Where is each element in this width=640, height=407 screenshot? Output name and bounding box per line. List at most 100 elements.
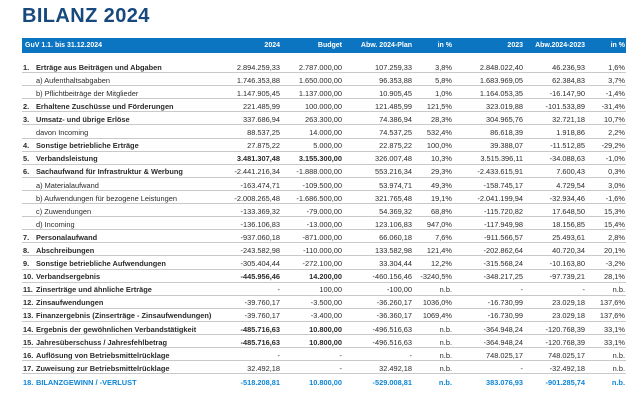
cell-abw-prev-year: 17.648,50 (552, 206, 585, 216)
cell-abw-plan: -496.516,63 (372, 337, 412, 347)
row-label: Verbandsergebnis (36, 272, 101, 282)
cell-abw-plan: 553.216,34 (375, 167, 412, 177)
row-label: Abschreibungen (36, 246, 95, 255)
cell-pct-plan: 10,3% (431, 154, 452, 164)
cell-abw-prev-year: - (582, 285, 585, 295)
cell-2024: -133.369,32 (240, 206, 280, 216)
table-row: davon Incoming 88.537,25 14.000,00 74.537,… (22, 125, 626, 139)
row-number (22, 215, 36, 216)
row-label: Zuweisung zur Betriebsmittelrücklage (36, 363, 170, 373)
cell-abw-plan: 96.353,88 (379, 75, 412, 85)
cell-abw-prev-year: -32.934,46 (549, 193, 585, 203)
cell-budget: -1.686.500,00 (296, 193, 342, 203)
table-row: 3. Umsatz- und übrige Erlöse 337.686,94 2… (22, 112, 626, 126)
cell-pct-prev-year: 28,1% (604, 272, 625, 282)
cell-pct-plan: 49,3% (431, 180, 452, 190)
cell-pct-prev-year: -3,2% (605, 259, 625, 269)
cell-pct-plan: n.b. (439, 363, 452, 373)
row-label: c) Zuwendungen (36, 206, 92, 216)
cell-abw-plan: 66.060,18 (379, 232, 412, 242)
cell-abw-prev-year: 25.493,61 (552, 232, 585, 242)
row-label: davon Incoming (36, 128, 89, 138)
row-number: 1. (23, 62, 30, 72)
cell-pct-plan: 12,2% (431, 259, 452, 269)
cell-2023: 748.025,17 (486, 350, 523, 360)
cell-2024: -2.008.265,48 (234, 193, 280, 203)
table-row: a) Aufenthaltsabgaben 1.746.353,88 1.650.… (22, 73, 626, 87)
cell-pct-plan: 29,3% (431, 167, 452, 177)
cell-2024: -485.716,63 (240, 337, 280, 347)
row-label: Sonstige betriebliche Erträge (36, 141, 139, 151)
cell-2024: - (277, 285, 280, 295)
table-row: 18. BILANZGEWINN / -VERLUST -518.208,81 1… (22, 374, 626, 387)
cell-abw-plan: 10.905,45 (379, 88, 412, 98)
cell-2024: 337.686,94 (243, 115, 280, 125)
row-number: 13. (23, 311, 34, 321)
cell-pct-prev-year: 20,1% (604, 246, 625, 255)
cell-abw-prev-year: 748.025,17 (548, 350, 585, 360)
table-row: 16. Auflösung von Betriebsmittelrücklage… (22, 348, 626, 362)
table-header-row: GuV 1.1. bis 31.12.2024 2024 Budget Abw. 2… (22, 38, 626, 53)
row-number: 14. (23, 324, 34, 334)
cell-2024: -937.060,18 (240, 232, 280, 242)
row-label: Ergebnis der gewöhnlichen Verbandstätigk… (36, 324, 197, 334)
cell-abw-plan: 121.485,99 (375, 101, 412, 111)
row-number: 17. (23, 363, 34, 373)
cell-2024: -163.474,71 (240, 180, 280, 190)
cell-pct-plan: 7,6% (435, 232, 452, 242)
cell-abw-prev-year: 32.721,18 (552, 115, 585, 125)
row-label: Zinserträge und ähnliche Erträge (36, 285, 152, 295)
cell-budget: - (339, 350, 342, 360)
cell-budget: 1.650.000,00 (298, 75, 342, 85)
cell-pct-plan: 1,0% (435, 88, 452, 98)
cell-2023: -315.568,24 (483, 259, 523, 269)
cell-2024: - (277, 350, 280, 360)
row-label: Erträge aus Beiträgen und Abgaben (36, 62, 162, 72)
table-row: 4. Sonstige betriebliche Erträge 27.875,… (22, 139, 626, 152)
row-number: 5. (23, 154, 30, 164)
row-number: 4. (23, 141, 30, 151)
cell-pct-prev-year: n.b. (612, 363, 625, 373)
cell-pct-plan: 532,4% (426, 128, 452, 138)
cell-pct-prev-year: 33,1% (604, 324, 625, 334)
cell-2023: -117.949,98 (484, 219, 523, 229)
cell-abw-plan: -460.156,46 (372, 272, 412, 282)
cell-pct-plan: 19,1% (431, 193, 452, 203)
table-row: 8. Abschreibungen -243.582,98 -110.000,00… (22, 243, 626, 257)
row-number: 8. (23, 246, 30, 255)
cell-pct-plan: 68,8% (431, 206, 452, 216)
cell-pct-plan: 947,0% (426, 219, 452, 229)
cell-2023: -16.730,99 (487, 311, 523, 321)
cell-2023: -2.433.615,91 (477, 167, 523, 177)
row-label: d) Incoming (36, 219, 75, 229)
row-label: Zinsaufwendungen (36, 298, 104, 308)
cell-budget: -79.000,00 (306, 206, 342, 216)
cell-budget: 2.787.000,00 (298, 62, 342, 72)
table-row: 17. Zuweisung zur Betriebsmittelrücklage… (22, 361, 626, 375)
cell-budget: 10.800,00 (309, 377, 342, 387)
cell-2023: -364.948,24 (483, 324, 523, 334)
cell-2024: 1.746.353,88 (236, 75, 280, 85)
cell-abw-plan: 321.765,48 (375, 193, 412, 203)
cell-abw-prev-year: -101.533,89 (545, 101, 585, 111)
table-body: 1. Erträge aus Beiträgen und Abgaben 2.8… (22, 60, 626, 387)
cell-budget: 14.200,00 (309, 272, 342, 282)
cell-abw-plan: 32.492,18 (379, 363, 412, 373)
row-label: a) Aufenthaltsabgaben (36, 75, 110, 85)
cell-2023: -115.720,82 (484, 206, 523, 216)
cell-2023: -158.745,17 (483, 180, 523, 190)
cell-budget: -3.400,00 (310, 311, 342, 321)
header-pct-prev-year: in % (610, 42, 625, 49)
cell-pct-prev-year: 1,6% (608, 62, 625, 72)
period-label: GuV 1.1. bis 31.12.2024 (25, 42, 103, 49)
cell-pct-prev-year: -1,4% (605, 88, 625, 98)
cell-budget: 1.137.000,00 (298, 88, 342, 98)
report-table: GuV 1.1. bis 31.12.2024 2024 Budget Abw. 2… (22, 38, 626, 387)
cell-2024: -485.716,63 (240, 324, 280, 334)
cell-budget: 263.300,00 (305, 115, 342, 125)
cell-pct-prev-year: 3,7% (608, 75, 625, 85)
cell-abw-prev-year: -120.768,39 (545, 337, 585, 347)
header-abw-plan: Abw. 2024-Plan (360, 42, 412, 49)
header-pct-plan: in % (437, 42, 452, 49)
cell-2023: - (520, 363, 523, 373)
